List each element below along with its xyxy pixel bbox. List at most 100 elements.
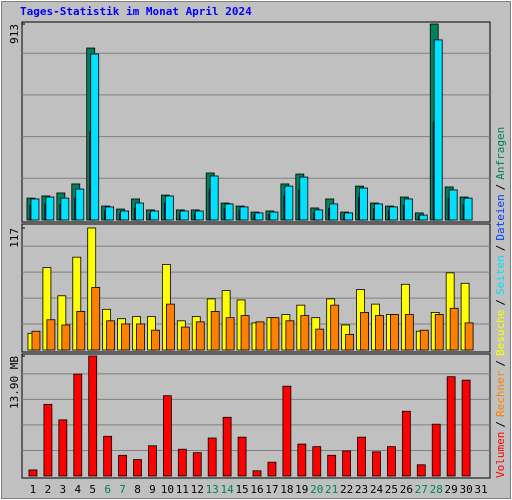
x-tick-label: 23	[355, 483, 368, 496]
legend-separator: /	[494, 299, 507, 306]
bar	[58, 419, 68, 477]
bar	[162, 395, 172, 477]
bar	[90, 53, 100, 221]
y-tick-label: 117	[8, 228, 21, 248]
bar	[372, 451, 381, 477]
bar	[225, 317, 235, 351]
bar	[416, 464, 426, 477]
bar	[222, 416, 232, 477]
x-tick-label: 16	[250, 483, 263, 496]
bar	[461, 379, 471, 477]
bar	[387, 446, 396, 477]
x-tick-label: 24	[370, 483, 384, 496]
x-tick-label: 29	[445, 483, 458, 496]
bar	[118, 454, 127, 477]
bar	[194, 210, 204, 221]
bar	[88, 355, 98, 477]
bar	[330, 304, 340, 351]
bar	[375, 315, 384, 351]
x-tick-label: 25	[385, 483, 398, 496]
bar	[418, 214, 428, 221]
x-tick-label: 4	[74, 483, 81, 496]
legend-entry: Besuche	[494, 310, 507, 356]
x-tick-label: 26	[400, 483, 413, 496]
chart-title: Tages-Statistik im Monat April 2024	[20, 5, 252, 18]
bar	[390, 314, 399, 351]
bar	[135, 202, 144, 221]
bar	[46, 319, 56, 351]
x-tick-label: 9	[149, 483, 156, 496]
x-tick-label: 1	[30, 483, 37, 496]
x-tick-label: 30	[459, 483, 472, 496]
bar	[360, 312, 369, 351]
bar	[106, 320, 116, 351]
bar	[464, 322, 474, 351]
legend-separator: /	[494, 184, 507, 191]
bar	[312, 446, 322, 477]
bar	[195, 321, 205, 351]
bar	[315, 328, 325, 351]
x-tick-label: 13	[206, 483, 219, 496]
bar	[374, 203, 383, 221]
bar	[148, 445, 157, 477]
x-tick-label: 10	[161, 483, 174, 496]
bar	[345, 333, 355, 351]
legend-entry: Volumen	[494, 432, 507, 478]
bar	[327, 454, 337, 477]
bar	[43, 403, 53, 477]
bar	[357, 436, 366, 477]
bar	[177, 448, 187, 477]
bar	[73, 373, 83, 477]
bar	[446, 376, 456, 477]
x-tick-label: 22	[340, 483, 353, 496]
bar	[344, 212, 354, 221]
bar	[403, 198, 413, 221]
bar	[240, 315, 250, 351]
x-tick-label: 7	[119, 483, 126, 496]
y-tick-label: 13.90 MB	[8, 356, 21, 409]
x-tick-label: 28	[430, 483, 443, 496]
bar	[76, 311, 86, 351]
bar	[389, 206, 398, 221]
legend-separator: /	[494, 421, 507, 428]
y-tick-label: 913	[8, 24, 21, 44]
bar	[179, 210, 189, 221]
x-tick-label: 15	[235, 483, 248, 496]
bar	[150, 210, 159, 221]
bar	[269, 211, 279, 221]
bar	[28, 469, 38, 477]
bar	[255, 321, 265, 351]
bar	[192, 452, 202, 477]
legend-separator: /	[494, 360, 507, 367]
bar	[180, 326, 190, 351]
bar	[45, 196, 55, 221]
legend-entry: Seiten	[494, 255, 507, 295]
bar	[284, 185, 294, 221]
x-tick-label: 11	[176, 483, 189, 496]
bar	[209, 175, 219, 221]
legend-entry: Dateien	[494, 194, 507, 240]
bar	[136, 323, 145, 351]
x-tick-label: 5	[89, 483, 96, 496]
bar	[60, 197, 70, 221]
bar	[359, 187, 368, 221]
bar	[103, 435, 113, 477]
bar	[61, 324, 71, 351]
x-tick-label: 27	[415, 483, 428, 496]
bar	[300, 315, 310, 351]
bar	[120, 210, 129, 221]
legend-entry: Rechner	[494, 370, 507, 417]
bar	[329, 203, 339, 221]
bar	[270, 317, 280, 351]
bar	[224, 203, 234, 221]
x-tick-label: 2	[45, 483, 52, 496]
x-tick-label: 19	[295, 483, 308, 496]
plot-area	[21, 353, 491, 479]
bar	[282, 385, 292, 477]
x-tick-label: 20	[310, 483, 323, 496]
bar	[342, 450, 352, 477]
legend: Volumen / Rechner / Besuche / Seiten / Dateien / A…	[494, 127, 507, 478]
x-tick-label: 21	[325, 483, 338, 496]
bar	[239, 206, 249, 221]
